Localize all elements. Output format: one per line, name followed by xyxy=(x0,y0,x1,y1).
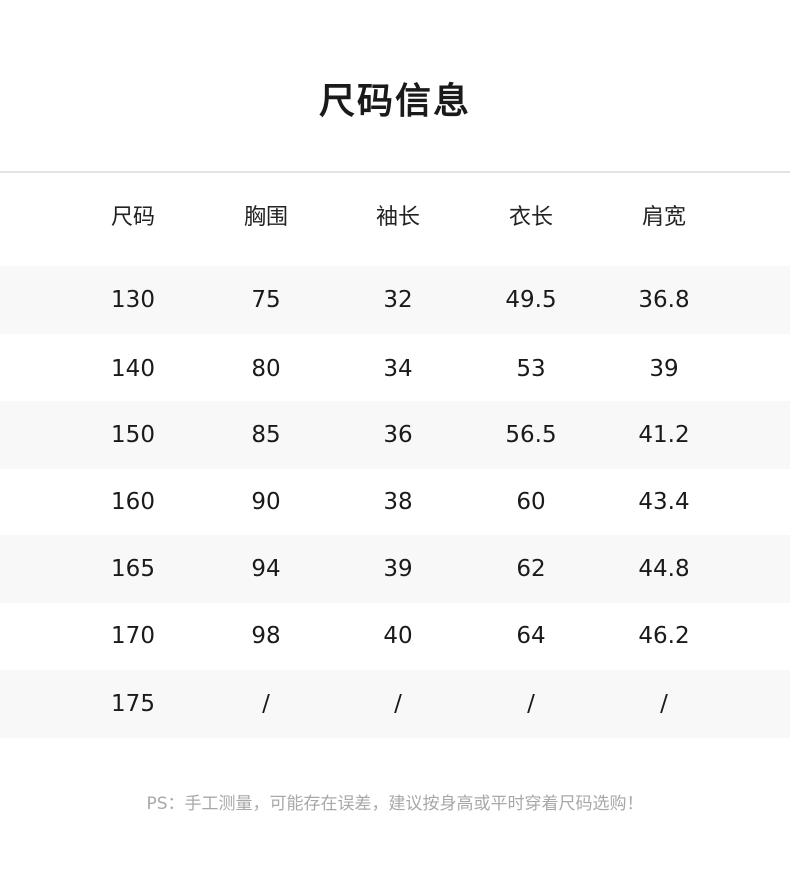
table-row: 130 75 32 49.5 36.8 xyxy=(0,266,790,334)
header-size: 尺码 xyxy=(110,205,155,230)
table-cell: 160 xyxy=(111,489,155,515)
table-cell: / xyxy=(660,691,668,717)
table-cell: 175 xyxy=(111,691,155,717)
divider xyxy=(0,171,790,173)
table-cell: 56.5 xyxy=(505,422,557,448)
table-cell: 94 xyxy=(251,556,281,582)
table-row: 160 90 38 60 43.4 xyxy=(0,468,790,536)
table-cell: 140 xyxy=(111,356,155,382)
table-cell: / xyxy=(394,691,402,717)
table-row: 175 / / / / xyxy=(0,670,790,738)
table-cell: 40 xyxy=(383,623,413,649)
table-cell: 38 xyxy=(383,489,413,515)
table-cell: 36.8 xyxy=(638,287,690,313)
header-chest: 胸围 xyxy=(243,205,288,230)
table-cell: 130 xyxy=(111,287,155,313)
table-cell: 44.8 xyxy=(638,556,690,582)
footnote: PS：手工测量，可能存在误差，建议按身高或平时穿着尺码选购！ xyxy=(146,794,644,814)
table-cell: 98 xyxy=(251,623,281,649)
header-length: 衣长 xyxy=(508,205,553,230)
table-cell: 85 xyxy=(251,422,281,448)
table-cell: 90 xyxy=(251,489,281,515)
table-row: 140 80 34 53 39 xyxy=(0,335,790,403)
table-cell: 32 xyxy=(383,287,413,313)
table-cell: 165 xyxy=(111,556,155,582)
table-cell: 170 xyxy=(111,623,155,649)
header-sleeve: 袖长 xyxy=(375,205,420,230)
table-header: 尺码 胸围 袖长 衣长 肩宽 xyxy=(0,184,790,252)
table-cell: 34 xyxy=(383,356,413,382)
table-cell: 150 xyxy=(111,422,155,448)
table-cell: 80 xyxy=(251,356,281,382)
table-row: 170 98 40 64 46.2 xyxy=(0,602,790,670)
table-cell: / xyxy=(527,691,535,717)
table-cell: 43.4 xyxy=(638,489,690,515)
table-row: 150 85 36 56.5 41.2 xyxy=(0,401,790,469)
table-cell: 64 xyxy=(516,623,546,649)
table-row: 165 94 39 62 44.8 xyxy=(0,535,790,603)
table-cell: 53 xyxy=(516,356,546,382)
table-cell: 46.2 xyxy=(638,623,690,649)
table-cell: 39 xyxy=(383,556,413,582)
page-title: 尺码信息 xyxy=(318,81,471,122)
table-cell: 36 xyxy=(383,422,413,448)
table-cell: / xyxy=(262,691,270,717)
table-cell: 75 xyxy=(251,287,281,313)
table-cell: 60 xyxy=(516,489,546,515)
table-cell: 49.5 xyxy=(505,287,557,313)
table-cell: 41.2 xyxy=(638,422,690,448)
header-shoulder: 肩宽 xyxy=(641,205,686,230)
table-cell: 39 xyxy=(649,356,679,382)
table-cell: 62 xyxy=(516,556,546,582)
